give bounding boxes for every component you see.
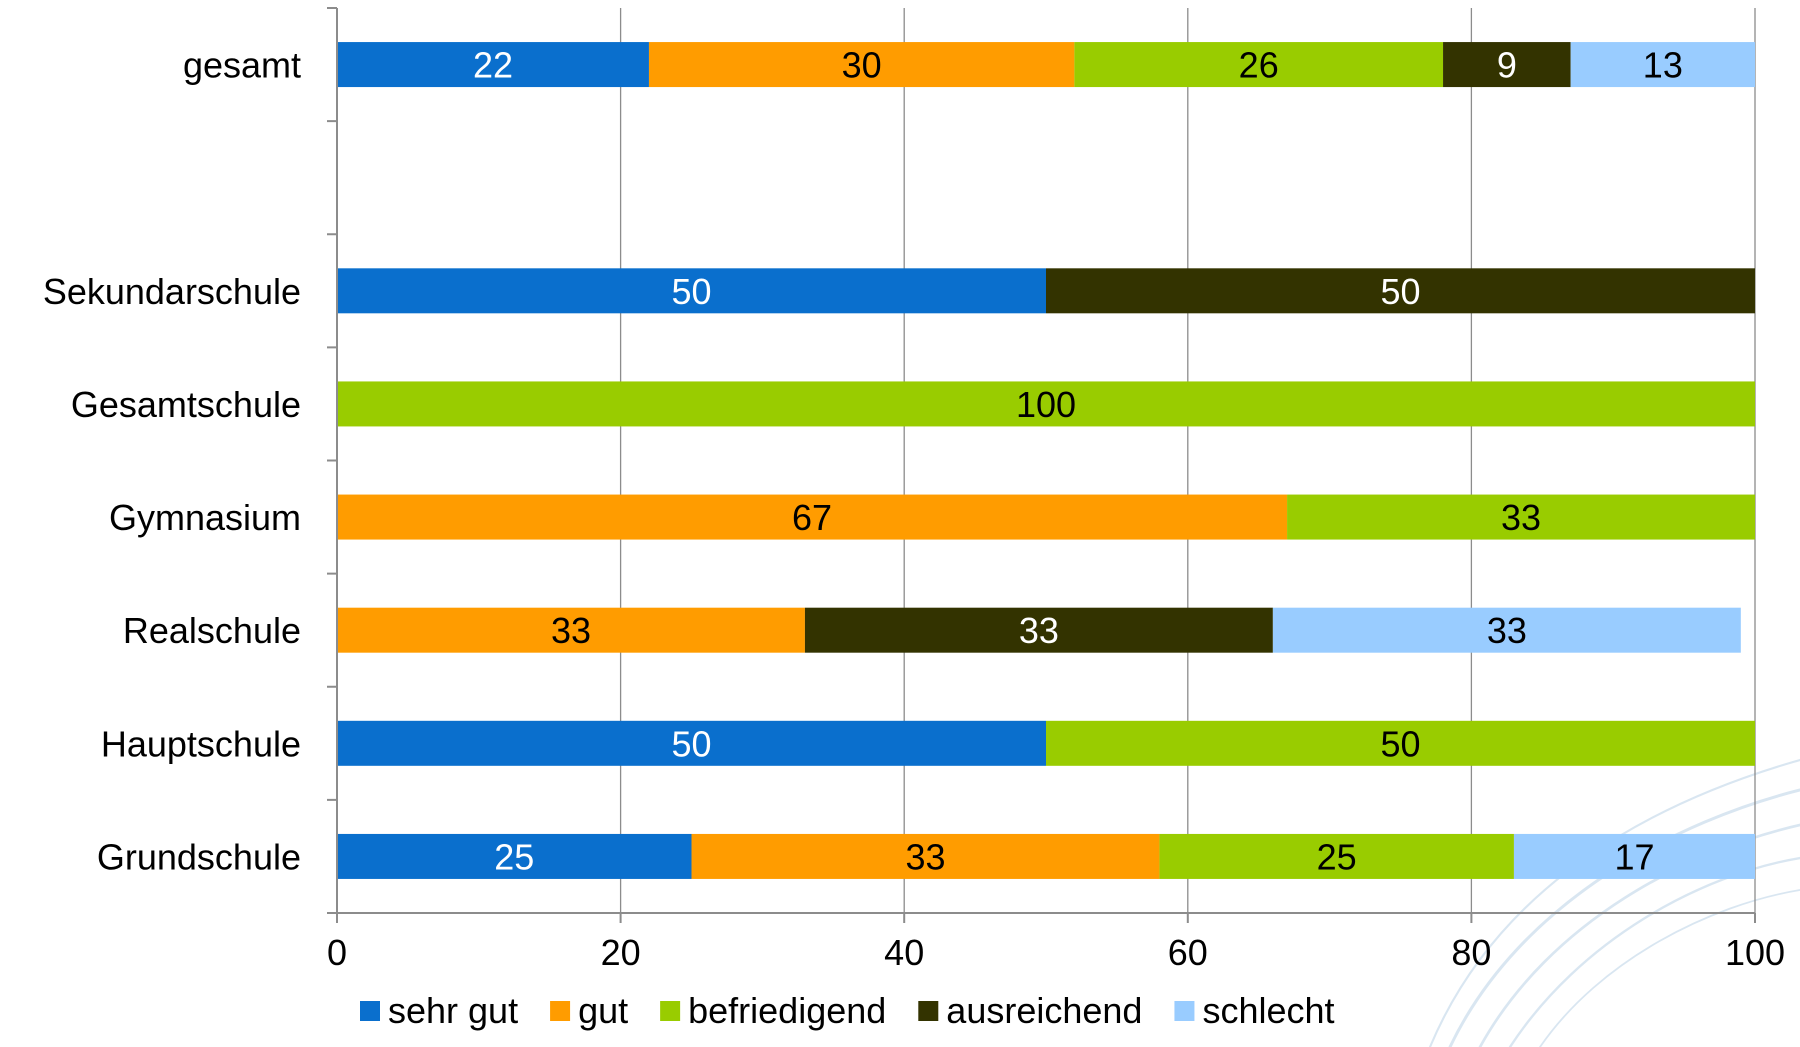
legend-label: sehr gut (388, 990, 518, 1031)
data-label: 25 (1317, 836, 1357, 877)
bar-segment (1046, 720, 1755, 766)
bar-segment (337, 494, 1288, 540)
y-tick-label: Sekundarschule (43, 271, 301, 312)
data-label: 33 (1019, 610, 1059, 651)
legend-swatch (360, 1001, 380, 1021)
background-swirl-decoration (1428, 758, 1800, 1047)
y-tick-label: Grundschule (97, 836, 301, 877)
bar-segment (1074, 42, 1444, 88)
swirl-line (1508, 856, 1800, 1047)
x-tick-label: 20 (601, 932, 641, 973)
bar-segment (1570, 42, 1755, 88)
legend-label: schlecht (1202, 990, 1334, 1031)
bar-segment (337, 607, 805, 653)
legend-label: befriedigend (688, 990, 886, 1031)
bar-segment (337, 381, 1755, 427)
bar-segment (1443, 42, 1571, 88)
x-tick-label: 40 (884, 932, 924, 973)
bar-segment (337, 42, 649, 88)
legend-swatch (918, 1001, 939, 1021)
x-tick-label: 0 (327, 932, 347, 973)
grid-lines (619, 8, 1756, 913)
data-label: 33 (905, 836, 945, 877)
x-tick-label: 80 (1451, 932, 1491, 973)
data-label: 67 (792, 497, 832, 538)
y-tick-label: Gymnasium (109, 497, 301, 538)
data-label: 30 (842, 45, 882, 86)
bar-segment (337, 720, 1046, 766)
legend-label: ausreichend (946, 990, 1142, 1031)
data-label: 50 (1380, 271, 1420, 312)
bar-segment (1159, 833, 1514, 879)
data-label: 13 (1643, 45, 1683, 86)
legend-swatch (1174, 1001, 1195, 1021)
bar-segment (1287, 494, 1755, 540)
bar-segment (1272, 607, 1741, 653)
data-label: 33 (1487, 610, 1527, 651)
y-tick-label: gesamt (183, 45, 301, 86)
data-label: 25 (494, 836, 534, 877)
bar-segment (804, 607, 1273, 653)
data-label: 22 (473, 45, 513, 86)
y-tick-label: Gesamtschule (71, 384, 301, 425)
data-label: 17 (1614, 836, 1654, 877)
swirl-line (1539, 889, 1800, 1047)
bar-segment (1513, 833, 1755, 879)
data-label: 100 (1016, 384, 1076, 425)
legend-label: gut (578, 990, 628, 1031)
bar-segment (691, 833, 1160, 879)
y-tick-label: Realschule (123, 610, 301, 651)
data-label: 26 (1239, 45, 1279, 86)
bars: 22 30 26 9 13 50 50 100 67 33 33 33 33 50 50 25 33 25 17 (337, 42, 1755, 879)
swirl-line (1448, 788, 1800, 1047)
data-label: 50 (671, 271, 711, 312)
data-label: 50 (671, 723, 711, 764)
bar-segment (337, 268, 1046, 314)
y-tick-label: Hauptschule (101, 723, 301, 764)
legend-swatch (550, 1001, 571, 1021)
axes: 0 20 40 60 80 100 gesamt Sekundarschule Gesamtsc… (43, 7, 1785, 973)
data-label: 9 (1497, 45, 1517, 86)
legend: sehr gut gut befriedigend ausreichend schlec… (360, 990, 1335, 1031)
data-label: 50 (1380, 723, 1420, 764)
legend-swatch (660, 1001, 681, 1021)
x-tick-label: 60 (1168, 932, 1208, 973)
data-label: 33 (1501, 497, 1541, 538)
x-tick-label: 100 (1725, 932, 1785, 973)
data-label: 33 (551, 610, 591, 651)
bar-segment (648, 42, 1075, 88)
bar-segment (1046, 268, 1755, 314)
bar-segment (337, 833, 692, 879)
